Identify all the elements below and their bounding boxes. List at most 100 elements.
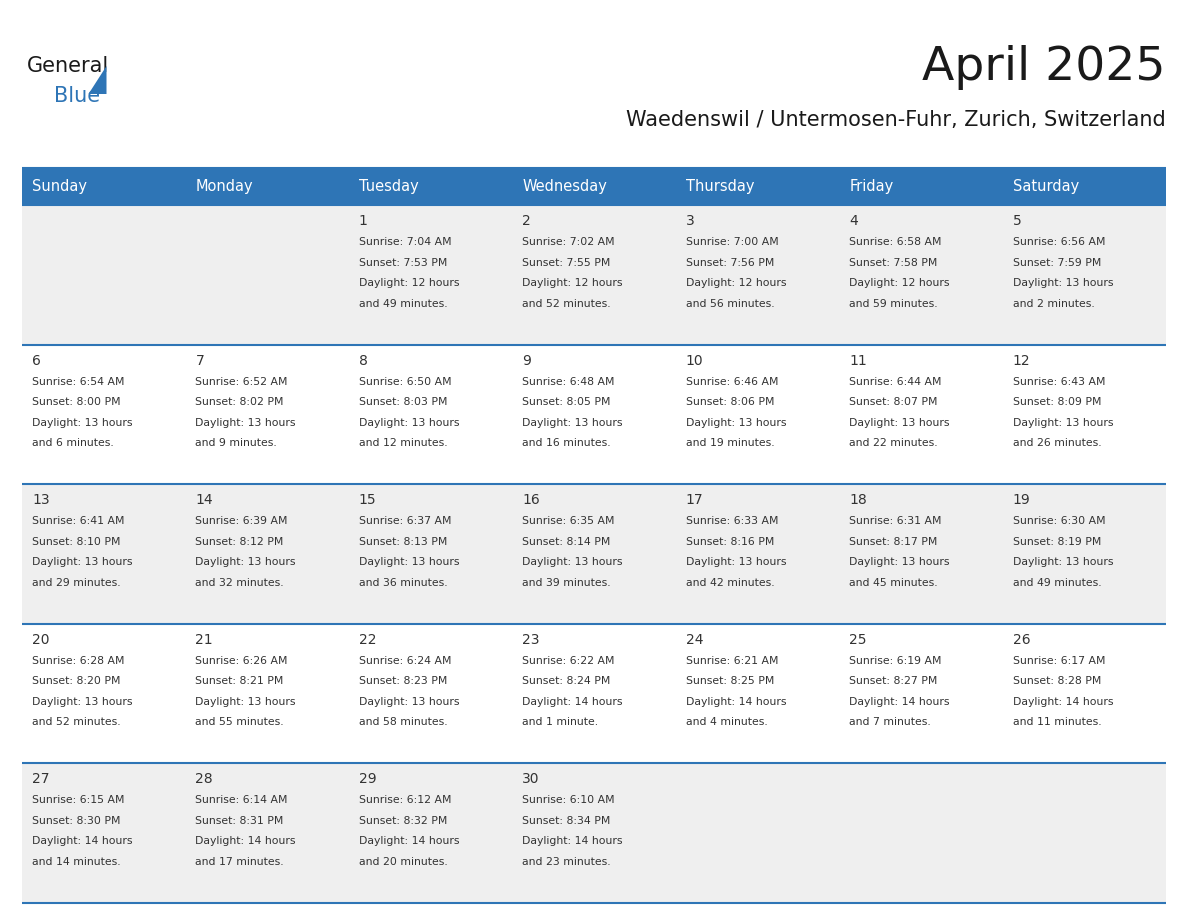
Text: Sunrise: 6:46 AM: Sunrise: 6:46 AM [685,376,778,386]
Text: Daylight: 13 hours: Daylight: 13 hours [32,418,133,428]
Bar [23,484,1165,624]
Text: Sunrise: 6:26 AM: Sunrise: 6:26 AM [196,655,287,666]
Text: Sunset: 8:06 PM: Sunset: 8:06 PM [685,397,775,407]
Text: Daylight: 13 hours: Daylight: 13 hours [359,557,460,567]
Text: Sunrise: 6:44 AM: Sunrise: 6:44 AM [849,376,942,386]
Text: Sunset: 8:19 PM: Sunset: 8:19 PM [1012,537,1101,547]
Text: Sunset: 8:20 PM: Sunset: 8:20 PM [32,677,120,687]
Text: Tuesday: Tuesday [359,179,418,194]
Text: and 6 minutes.: and 6 minutes. [32,438,114,448]
Bar [512,168,676,205]
Bar [23,344,1165,484]
Text: 19: 19 [1012,493,1030,508]
Text: Sunrise: 6:22 AM: Sunrise: 6:22 AM [523,655,614,666]
Text: Sunset: 8:12 PM: Sunset: 8:12 PM [196,537,284,547]
Bar [23,168,185,205]
Text: Sunrise: 6:39 AM: Sunrise: 6:39 AM [196,516,287,526]
Text: Sunset: 8:00 PM: Sunset: 8:00 PM [32,397,121,407]
Text: Sunrise: 6:28 AM: Sunrise: 6:28 AM [32,655,125,666]
Text: 22: 22 [359,633,377,647]
Text: Sunrise: 6:43 AM: Sunrise: 6:43 AM [1012,376,1105,386]
Text: Daylight: 14 hours: Daylight: 14 hours [685,697,786,707]
Text: 14: 14 [196,493,213,508]
Text: and 1 minute.: and 1 minute. [523,717,599,727]
Text: Daylight: 14 hours: Daylight: 14 hours [1012,697,1113,707]
Text: and 2 minutes.: and 2 minutes. [1012,298,1094,308]
Text: Daylight: 12 hours: Daylight: 12 hours [685,278,786,288]
Text: and 14 minutes.: and 14 minutes. [32,856,121,867]
Text: Sunday: Sunday [32,179,87,194]
Text: 17: 17 [685,493,703,508]
Text: Sunrise: 6:35 AM: Sunrise: 6:35 AM [523,516,614,526]
Bar [349,168,512,205]
Text: 26: 26 [1012,633,1030,647]
Text: 9: 9 [523,353,531,367]
Polygon shape [88,66,107,94]
Text: 4: 4 [849,214,858,228]
Text: Sunrise: 6:10 AM: Sunrise: 6:10 AM [523,795,615,805]
Text: Daylight: 13 hours: Daylight: 13 hours [685,418,786,428]
Text: Sunrise: 6:30 AM: Sunrise: 6:30 AM [1012,516,1105,526]
Text: Daylight: 13 hours: Daylight: 13 hours [1012,278,1113,288]
Text: 16: 16 [523,493,541,508]
Text: Sunrise: 6:17 AM: Sunrise: 6:17 AM [1012,655,1105,666]
Text: 12: 12 [1012,353,1030,367]
Text: 3: 3 [685,214,695,228]
Text: Daylight: 14 hours: Daylight: 14 hours [196,836,296,846]
Text: Daylight: 13 hours: Daylight: 13 hours [32,557,133,567]
Text: and 39 minutes.: and 39 minutes. [523,577,611,588]
Text: 2: 2 [523,214,531,228]
Text: April 2025: April 2025 [923,45,1165,90]
Text: 8: 8 [359,353,368,367]
Bar [23,764,1165,903]
Text: and 17 minutes.: and 17 minutes. [196,856,284,867]
Text: 20: 20 [32,633,50,647]
Text: and 11 minutes.: and 11 minutes. [1012,717,1101,727]
Text: and 58 minutes.: and 58 minutes. [359,717,448,727]
Text: and 29 minutes.: and 29 minutes. [32,577,121,588]
Bar [676,168,839,205]
Text: Daylight: 13 hours: Daylight: 13 hours [685,557,786,567]
Text: Sunset: 8:14 PM: Sunset: 8:14 PM [523,537,611,547]
Bar [23,205,1165,344]
Text: Sunrise: 6:37 AM: Sunrise: 6:37 AM [359,516,451,526]
Text: Daylight: 14 hours: Daylight: 14 hours [32,836,133,846]
Text: Sunset: 8:03 PM: Sunset: 8:03 PM [359,397,448,407]
Text: and 52 minutes.: and 52 minutes. [523,298,611,308]
Text: 6: 6 [32,353,40,367]
Text: Sunrise: 6:33 AM: Sunrise: 6:33 AM [685,516,778,526]
Text: Sunrise: 7:00 AM: Sunrise: 7:00 AM [685,237,778,247]
Text: 25: 25 [849,633,866,647]
Text: Waedenswil / Untermosen-Fuhr, Zurich, Switzerland: Waedenswil / Untermosen-Fuhr, Zurich, Sw… [626,110,1165,130]
Text: 15: 15 [359,493,377,508]
Text: Daylight: 13 hours: Daylight: 13 hours [1012,557,1113,567]
Text: 7: 7 [196,353,204,367]
Text: Sunrise: 6:15 AM: Sunrise: 6:15 AM [32,795,125,805]
Bar [1003,168,1165,205]
Text: Sunset: 8:34 PM: Sunset: 8:34 PM [523,816,611,826]
Text: Sunrise: 6:56 AM: Sunrise: 6:56 AM [1012,237,1105,247]
Text: Sunrise: 6:21 AM: Sunrise: 6:21 AM [685,655,778,666]
Text: Sunset: 8:25 PM: Sunset: 8:25 PM [685,677,775,687]
Text: and 55 minutes.: and 55 minutes. [196,717,284,727]
Text: Daylight: 14 hours: Daylight: 14 hours [359,836,460,846]
Text: Daylight: 14 hours: Daylight: 14 hours [523,836,623,846]
Text: Sunrise: 6:24 AM: Sunrise: 6:24 AM [359,655,451,666]
Text: Sunrise: 6:19 AM: Sunrise: 6:19 AM [849,655,942,666]
Text: and 4 minutes.: and 4 minutes. [685,717,767,727]
Text: Sunrise: 6:54 AM: Sunrise: 6:54 AM [32,376,125,386]
Text: and 45 minutes.: and 45 minutes. [849,577,937,588]
Text: Monday: Monday [196,179,253,194]
Text: and 12 minutes.: and 12 minutes. [359,438,448,448]
Text: Sunset: 8:13 PM: Sunset: 8:13 PM [359,537,447,547]
Text: Daylight: 13 hours: Daylight: 13 hours [849,557,949,567]
Text: 18: 18 [849,493,867,508]
Text: Sunrise: 6:58 AM: Sunrise: 6:58 AM [849,237,942,247]
Text: 10: 10 [685,353,703,367]
Text: Sunset: 7:58 PM: Sunset: 7:58 PM [849,258,937,267]
Text: 28: 28 [196,772,213,787]
Text: 1: 1 [359,214,368,228]
Text: Sunrise: 6:12 AM: Sunrise: 6:12 AM [359,795,451,805]
Bar [23,624,1165,764]
Text: and 56 minutes.: and 56 minutes. [685,298,775,308]
